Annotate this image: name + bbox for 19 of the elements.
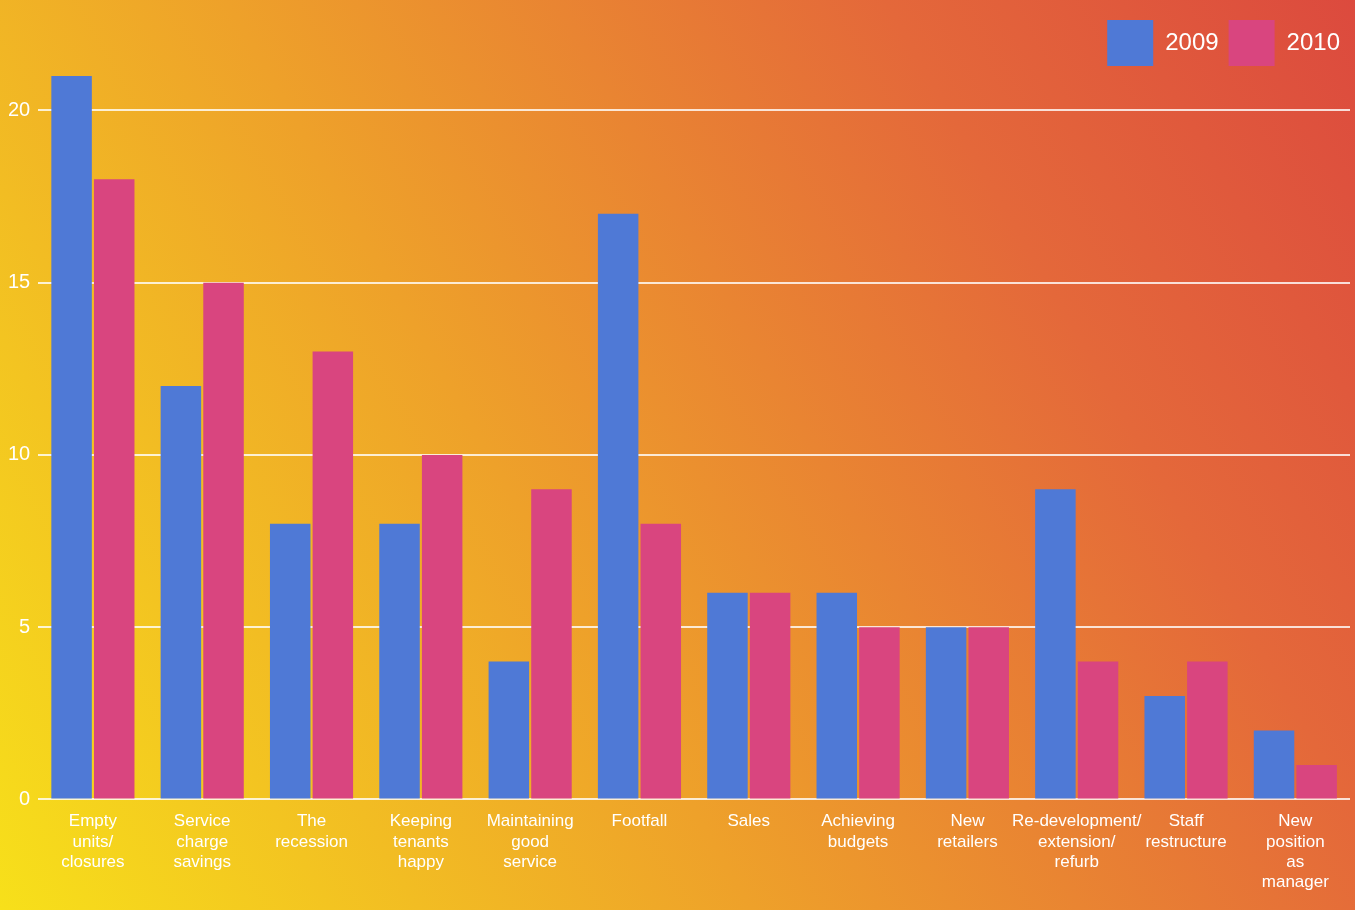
x-tick-label: New position as manager <box>1261 811 1330 892</box>
y-tick-label: 5 <box>19 614 31 637</box>
legend-label: 2010 <box>1286 27 1340 55</box>
x-tick-label: Footfall <box>611 811 668 831</box>
y-tick-label: 0 <box>19 786 31 809</box>
legend-label: 2009 <box>1165 27 1219 55</box>
x-tick-label: Maintaining good service <box>486 811 574 872</box>
x-tick-label: New retailers <box>937 811 998 851</box>
x-tick-label: Empty units/ closures <box>61 811 125 872</box>
x-tick-label: The recession <box>275 811 348 851</box>
x-tick-label: Staff restructure <box>1145 811 1227 851</box>
x-tick-label: Sales <box>727 811 771 831</box>
x-tick-label: Service charge savings <box>173 811 232 872</box>
y-tick-label: 15 <box>8 270 31 293</box>
x-tick-label: Re-development/ extension/ refurb <box>1011 811 1142 872</box>
y-tick-label: 10 <box>8 442 31 465</box>
y-tick-label: 20 <box>8 97 31 120</box>
x-tick-label: Keeping tenants happy <box>389 811 453 872</box>
x-tick-label: Achieving budgets <box>821 811 895 851</box>
